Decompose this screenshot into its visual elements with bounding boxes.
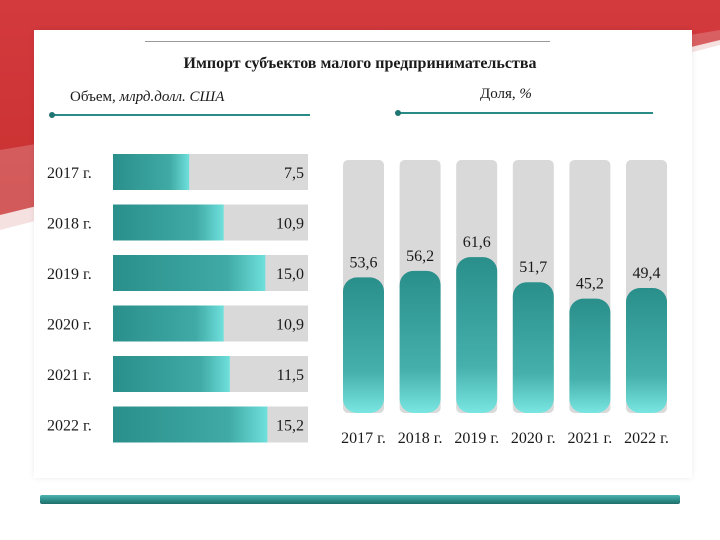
share-bar bbox=[343, 277, 384, 413]
footer-teal-bar bbox=[40, 495, 680, 504]
share-bar bbox=[456, 257, 498, 413]
share-bar bbox=[626, 288, 667, 413]
volume-category-label: 2019 г. bbox=[47, 266, 92, 283]
volume-value-label: 7,5 bbox=[284, 165, 304, 182]
title-top-rule bbox=[145, 41, 550, 42]
share-bar bbox=[399, 270, 441, 413]
share-value-label: 56,2 bbox=[406, 248, 434, 265]
share-label-unit: % bbox=[519, 86, 532, 102]
share-value-label: 61,6 bbox=[463, 234, 491, 251]
share-value-label: 45,2 bbox=[576, 276, 604, 293]
volume-value-label: 15,0 bbox=[276, 266, 304, 283]
share-category-label: 2019 г. bbox=[454, 430, 499, 447]
share-category-label: 2018 г. bbox=[398, 430, 443, 447]
share-label-rule bbox=[395, 110, 653, 116]
volume-bar bbox=[113, 305, 224, 342]
volume-bar bbox=[113, 154, 190, 190]
share-bar bbox=[512, 282, 554, 413]
share-value-label: 49,4 bbox=[633, 265, 661, 282]
volume-bar bbox=[113, 255, 266, 291]
volume-label-unit: млрд.долл. США bbox=[119, 89, 225, 105]
share-category-label: 2022 г. bbox=[624, 430, 669, 447]
share-bar bbox=[569, 298, 611, 413]
share-category-label: 2020 г. bbox=[511, 430, 556, 447]
share-value-label: 53,6 bbox=[350, 254, 378, 271]
share-label-prefix: Доля, bbox=[480, 86, 520, 102]
volume-value-label: 10,9 bbox=[276, 216, 304, 233]
volume-value-label: 11,5 bbox=[277, 367, 304, 384]
volume-category-label: 2018 г. bbox=[47, 216, 92, 233]
volume-category-label: 2020 г. bbox=[47, 317, 92, 334]
volume-label-rule bbox=[49, 112, 310, 118]
share-axis-label: Доля, % bbox=[480, 86, 532, 103]
volume-label-prefix: Объем, bbox=[70, 89, 120, 105]
volume-category-label: 2017 г. bbox=[47, 165, 92, 182]
share-category-label: 2021 г. bbox=[568, 430, 613, 447]
share-value-label: 51,7 bbox=[519, 259, 547, 276]
volume-bar bbox=[113, 356, 230, 392]
chart-title: Импорт субъектов малого предпринимательс… bbox=[183, 55, 537, 72]
volume-category-label: 2022 г. bbox=[47, 418, 92, 435]
volume-value-label: 10,9 bbox=[276, 317, 304, 334]
volume-value-label: 15,2 bbox=[276, 418, 304, 435]
volume-category-label: 2021 г. bbox=[47, 367, 92, 384]
share-category-label: 2017 г. bbox=[341, 430, 386, 447]
volume-axis-label: Объем, млрд.долл. США bbox=[70, 89, 224, 106]
volume-bar bbox=[113, 406, 268, 443]
volume-bar bbox=[113, 204, 224, 241]
